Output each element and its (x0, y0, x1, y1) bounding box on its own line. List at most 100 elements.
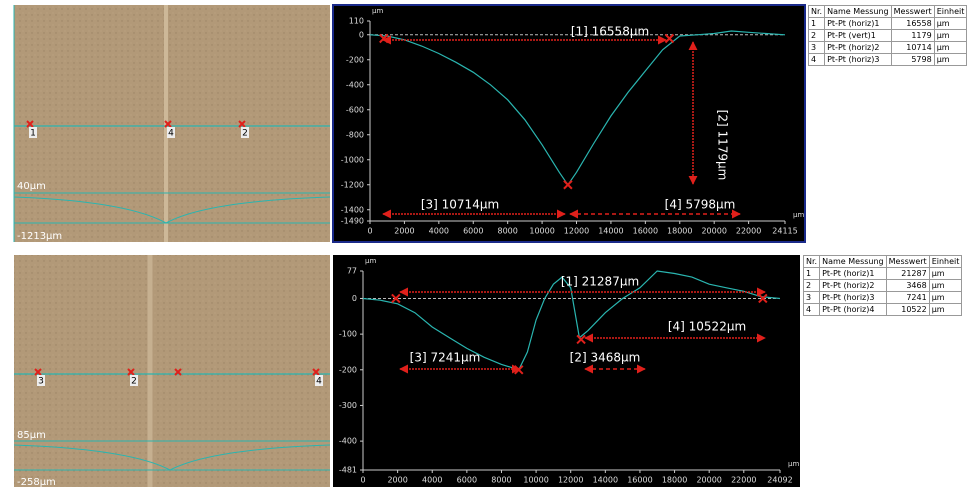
table-cell: Pt-Pt (horiz)1 (820, 268, 887, 280)
marker-label: 2 (131, 377, 137, 387)
measure-label: [3] 7241µm (410, 351, 481, 365)
x-tick-label: 12000 (564, 227, 589, 236)
table-row: 4Pt-Pt (horiz)410522µm (804, 304, 962, 316)
x-tick-label: 12000 (558, 476, 583, 485)
table-cell: 4 (809, 54, 825, 66)
table-cell: Pt-Pt (horiz)3 (820, 292, 887, 304)
table-cell: 3468 (886, 280, 929, 292)
table-cell: Name Messung (820, 256, 887, 268)
table-cell: µm (929, 304, 962, 316)
y-tick-label: -200 (339, 365, 357, 374)
table-cell: 10522 (886, 304, 929, 316)
x-tick-label: 14000 (598, 227, 623, 236)
x-tick-label: 8000 (491, 476, 511, 485)
y-tick-label: -1000 (341, 155, 364, 164)
y-tick-label: -300 (339, 401, 357, 410)
table-cell: µm (934, 54, 967, 66)
table-cell: 5798 (891, 54, 934, 66)
x-tick-label: 20000 (696, 476, 721, 485)
x-tick-label: 4000 (422, 476, 442, 485)
table-cell: µm (929, 280, 962, 292)
table-cell: 1179 (891, 30, 934, 42)
measure-label: [2] 1179µm (716, 110, 730, 181)
table-cell: µm (934, 30, 967, 42)
page: 14240µm-1213µm32485µm-258µm1100-200-400-… (0, 0, 971, 487)
table-cell: Nr. (809, 6, 825, 18)
y-tick-label: 110 (349, 17, 364, 26)
y-tick-label: -1490 (341, 217, 364, 226)
chart-bg (333, 255, 800, 487)
table-cell: 3 (809, 42, 825, 54)
x-tick-label: 22000 (736, 227, 761, 236)
x-tick-label: 0 (360, 476, 365, 485)
range-bottom: -258µm (17, 477, 56, 487)
y-tick-label: -1400 (341, 205, 364, 214)
table-cell: Pt-Pt (horiz)4 (820, 304, 887, 316)
y-tick-label: -100 (339, 330, 357, 339)
y-tick-label: -800 (346, 130, 364, 139)
x-unit: µm (788, 460, 799, 468)
x-tick-label: 6000 (457, 476, 477, 485)
x-tick-label: 16000 (627, 476, 652, 485)
x-tick-label: 14000 (593, 476, 618, 485)
table-cell: 3 (804, 292, 820, 304)
x-unit: µm (793, 211, 804, 219)
table-cell: 1 (804, 268, 820, 280)
marker-label: 4 (168, 129, 174, 139)
measure-table: Nr.Name MessungMesswertEinheit1Pt-Pt (ho… (803, 255, 962, 316)
y-tick-label: -200 (346, 55, 364, 64)
table-cell: Pt-Pt (vert)1 (825, 30, 892, 42)
measure-label: [2] 3468µm (570, 351, 641, 365)
table-cell: 21287 (886, 268, 929, 280)
marker-label: 2 (242, 129, 248, 139)
x-tick-label: 2000 (394, 227, 414, 236)
table-cell: Pt-Pt (horiz)1 (825, 18, 892, 30)
table-cell: Pt-Pt (horiz)3 (825, 54, 892, 66)
table-cell: 1 (809, 18, 825, 30)
marker-label: 3 (38, 377, 44, 387)
measure-label: [1] 16558µm (571, 25, 649, 39)
screen: 14240µm-1213µm32485µm-258µm1100-200-400-… (0, 0, 971, 487)
table-cell: 16558 (891, 18, 934, 30)
range-top: 40µm (17, 181, 46, 192)
y-tick-label: -600 (346, 105, 364, 114)
range-top: 85µm (17, 430, 46, 441)
table-cell: Messwert (891, 6, 934, 18)
table-cell: Einheit (929, 256, 962, 268)
y-tick-label: -481 (339, 466, 357, 475)
table-cell: 7241 (886, 292, 929, 304)
marker-label: 4 (316, 377, 322, 387)
y-unit: µm (365, 257, 376, 265)
table-header: Nr.Name MessungMesswertEinheit (804, 256, 962, 268)
x-tick-label: 4000 (429, 227, 449, 236)
y-unit: µm (372, 7, 383, 15)
x-tick-label: 0 (367, 227, 372, 236)
y-tick-label: 0 (359, 30, 364, 39)
table-cell: 10714 (891, 42, 934, 54)
photo (14, 5, 330, 242)
table-cell: µm (929, 268, 962, 280)
y-tick-label: 0 (352, 294, 357, 303)
x-tick-label: 10000 (523, 476, 548, 485)
y-tick-label: -1200 (341, 180, 364, 189)
x-tick-label: 16000 (633, 227, 658, 236)
x-tick-label: 24092 (767, 476, 792, 485)
table-cell: 2 (804, 280, 820, 292)
x-tick-label: 22000 (731, 476, 756, 485)
x-tick-label: 24115 (772, 227, 797, 236)
range-bottom: -1213µm (17, 231, 62, 242)
table-cell: Name Messung (825, 6, 892, 18)
measure-label: [1] 21287µm (561, 275, 639, 289)
x-tick-label: 8000 (497, 227, 517, 236)
photo (14, 255, 330, 487)
table-cell: µm (934, 42, 967, 54)
x-tick-label: 6000 (463, 227, 483, 236)
table-row: 3Pt-Pt (horiz)210714µm (809, 42, 967, 54)
table-cell: µm (934, 18, 967, 30)
table-cell: Pt-Pt (horiz)2 (820, 280, 887, 292)
x-tick-label: 10000 (529, 227, 554, 236)
